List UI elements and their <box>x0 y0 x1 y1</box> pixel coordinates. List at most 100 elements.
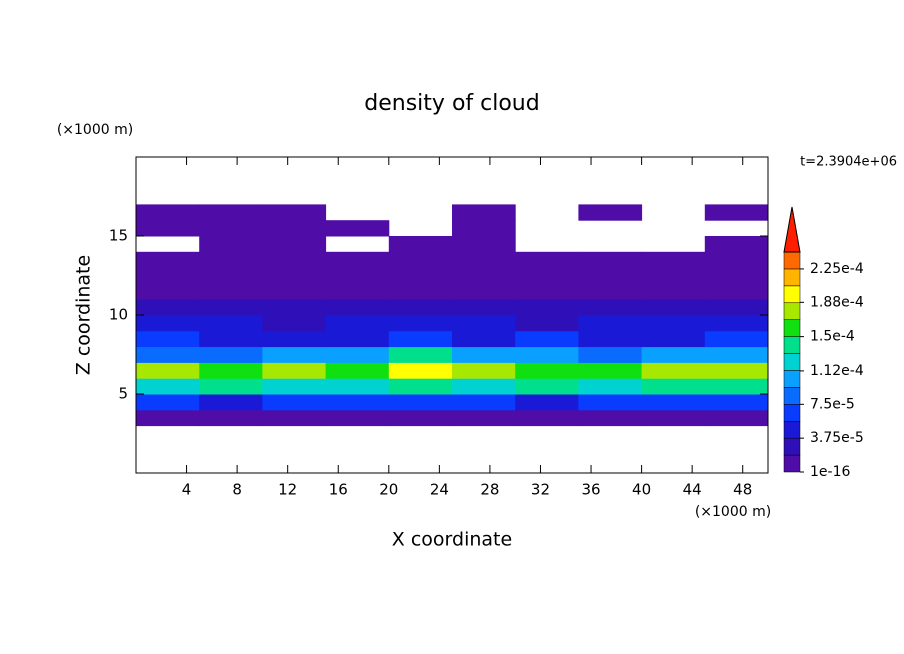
colorbar-band <box>783 404 801 422</box>
contour-cell <box>136 378 200 395</box>
y-tick-label: 5 <box>118 385 128 403</box>
contour-cell <box>136 267 200 284</box>
contour-cell <box>325 283 390 300</box>
contour-cell <box>325 220 390 237</box>
colorbar-label: 1.5e-4 <box>810 329 855 345</box>
contour-cell <box>199 362 263 379</box>
contour-cell <box>136 283 200 300</box>
contour-cell <box>578 378 643 395</box>
contour-cell <box>704 299 769 316</box>
contour-cell <box>515 409 579 427</box>
contour-cell <box>452 204 516 221</box>
contour-cell <box>515 283 579 300</box>
contour-cell <box>704 283 769 300</box>
contour-cell <box>452 267 516 284</box>
contour-cell <box>199 220 263 237</box>
contour-cell <box>262 409 327 427</box>
colorbar-extend <box>783 206 801 253</box>
contour-cell <box>199 267 263 284</box>
contour-cell <box>641 267 706 284</box>
contour-cell <box>262 220 327 237</box>
contour-cell <box>452 378 516 395</box>
contour-cell <box>515 362 579 379</box>
contour-cell <box>641 315 706 332</box>
x-tick-label: 48 <box>733 481 752 499</box>
x-axis-label: X coordinate <box>392 529 512 551</box>
x-tick-label: 28 <box>480 481 499 499</box>
contour-cell <box>578 299 643 316</box>
x-tick-label: 24 <box>430 481 449 499</box>
contour-cell <box>199 204 263 221</box>
y-unit: (×1000 m) <box>57 122 133 138</box>
contour-cell <box>262 283 327 300</box>
contour-cell <box>578 315 643 332</box>
contour-cell <box>136 299 200 316</box>
contour-cell <box>452 394 516 411</box>
contour-cell <box>199 299 263 316</box>
contour-cell <box>515 378 579 395</box>
contour-cell <box>199 330 263 348</box>
colorbar-label: 7.5e-5 <box>810 396 855 412</box>
contour-cell <box>325 315 390 332</box>
contour-cell <box>262 378 327 395</box>
contour-cell <box>641 362 706 379</box>
contour-cell <box>452 315 516 332</box>
contour-cell <box>578 330 643 348</box>
colorbar-band <box>783 437 801 456</box>
contour-cell <box>578 394 643 411</box>
contour-cell <box>578 409 643 427</box>
contour-cell <box>325 251 390 269</box>
contour-cell <box>136 204 200 221</box>
y-tick-label: 10 <box>109 306 128 324</box>
contour-cell <box>641 378 706 395</box>
contour-cell <box>578 362 643 379</box>
contour-cell <box>452 409 516 427</box>
contour-cell <box>388 409 453 427</box>
contour-cell <box>515 394 579 411</box>
contour-cell <box>199 409 263 427</box>
contour-cell <box>199 394 263 411</box>
contour-cell <box>641 409 706 427</box>
contour-cell <box>452 283 516 300</box>
colorbar-band <box>783 420 801 439</box>
colorbar-label: 2.25e-4 <box>810 261 864 277</box>
contour-cell <box>325 330 390 348</box>
colorbar-label: 1.12e-4 <box>810 363 864 379</box>
contour-cell <box>515 346 579 363</box>
y-tick-label: 15 <box>109 227 128 245</box>
contour-cell <box>199 251 263 269</box>
contour-cell <box>388 330 453 348</box>
contour-cell <box>325 362 390 379</box>
contour-cell <box>325 346 390 363</box>
colorbar-band <box>783 319 801 337</box>
contour-cell <box>578 267 643 284</box>
contour-cell <box>452 362 516 379</box>
contour-cell <box>199 283 263 300</box>
contour-cell <box>136 409 200 427</box>
contour-cell <box>452 299 516 316</box>
contour-cell <box>136 251 200 269</box>
contour-field <box>136 204 769 427</box>
x-tick-label: 32 <box>531 481 550 499</box>
axes: 4 8 12 16 20 24 28 32 36 40 44 48510151e-163.75e-57… <box>109 156 864 499</box>
contour-cell <box>199 236 263 253</box>
contour-cell <box>388 251 453 269</box>
contour-cell <box>515 251 579 269</box>
contour-cell <box>515 330 579 348</box>
contour-cell <box>641 394 706 411</box>
contour-cell <box>515 315 579 332</box>
contour-cell <box>262 315 327 332</box>
contour-cell <box>262 362 327 379</box>
contour-cell <box>136 362 200 379</box>
time-annotation: t=2.3904e+06 <box>800 155 897 170</box>
contour-cell <box>641 330 706 348</box>
x-tick-label: 40 <box>632 481 651 499</box>
contour-cell <box>515 267 579 284</box>
contour-cell <box>199 346 263 363</box>
contour-cell <box>452 220 516 237</box>
contour-cell <box>136 220 200 237</box>
contour-cell <box>641 283 706 300</box>
contour-cell <box>262 299 327 316</box>
